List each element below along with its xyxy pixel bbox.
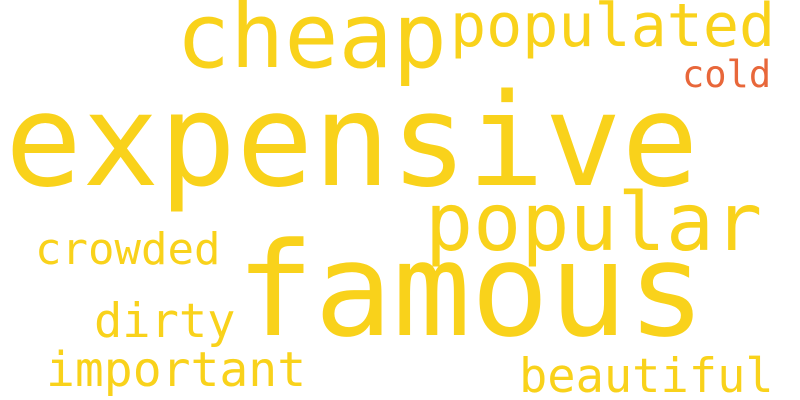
word-crowded: crowded	[35, 224, 221, 275]
word-expensive: expensive	[5, 67, 699, 216]
word-popular: popular	[425, 176, 763, 269]
word-famous: famous	[236, 214, 706, 366]
word-dirty: dirty	[94, 294, 236, 349]
word-populated: populated	[450, 0, 776, 61]
word-important: important	[46, 342, 307, 398]
word-cheap: cheap	[176, 0, 447, 89]
word-cold: cold	[682, 53, 772, 96]
word-beautiful: beautiful	[519, 349, 774, 400]
